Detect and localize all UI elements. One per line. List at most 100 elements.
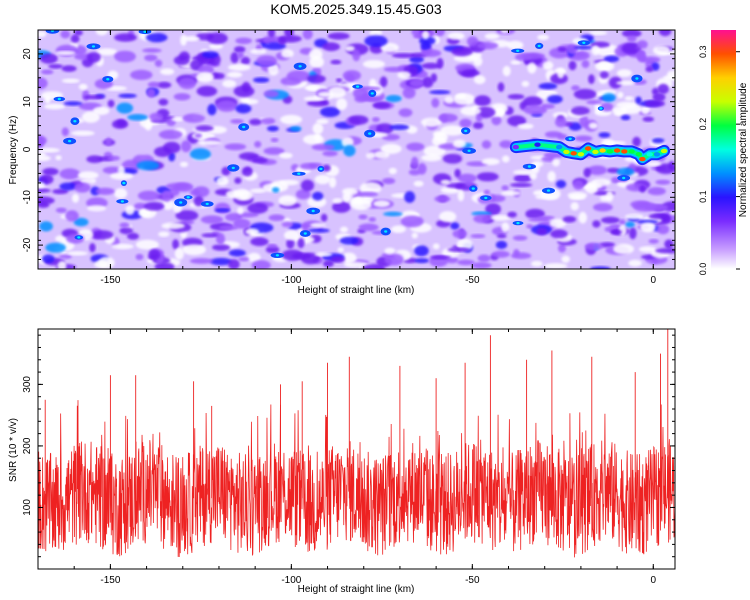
noise-hotspot-core bbox=[384, 230, 388, 233]
noise-hotspot-core bbox=[370, 92, 374, 95]
noise-blob bbox=[312, 122, 324, 135]
noise-blob bbox=[447, 247, 471, 252]
noise-blob bbox=[214, 72, 225, 80]
noise-blob bbox=[500, 30, 509, 34]
noise-blob bbox=[593, 203, 613, 212]
noise-blob bbox=[228, 259, 240, 269]
noise-blob bbox=[238, 190, 254, 201]
noise-blob bbox=[114, 50, 136, 63]
noise-blob bbox=[260, 117, 276, 125]
noise-blob bbox=[471, 262, 492, 269]
noise-blob bbox=[625, 221, 635, 228]
noise-blob bbox=[322, 260, 334, 268]
noise-blob bbox=[60, 30, 71, 39]
noise-blob bbox=[182, 244, 207, 256]
noise-blob bbox=[107, 155, 120, 161]
noise-blob bbox=[206, 32, 228, 45]
noise-blob bbox=[352, 49, 361, 62]
noise-blob bbox=[329, 176, 337, 188]
noise-blob bbox=[344, 45, 355, 52]
noise-blob bbox=[300, 252, 321, 265]
noise-blob bbox=[286, 238, 295, 249]
noise-blob bbox=[116, 102, 134, 114]
noise-blob bbox=[621, 30, 642, 38]
noise-blob bbox=[202, 51, 219, 59]
noise-blob bbox=[61, 65, 77, 72]
noise-blob bbox=[512, 235, 528, 241]
noise-blob bbox=[250, 237, 269, 247]
noise-blob bbox=[235, 103, 252, 114]
noise-blob bbox=[250, 49, 267, 54]
noise-blob bbox=[655, 247, 675, 254]
noise-blob bbox=[144, 54, 158, 62]
signal-point bbox=[653, 152, 661, 157]
noise-blob bbox=[162, 198, 174, 210]
snr-series-line bbox=[38, 400, 675, 558]
noise-blob bbox=[222, 79, 237, 88]
noise-blob bbox=[130, 69, 153, 80]
noise-blob bbox=[438, 113, 458, 123]
noise-blob bbox=[647, 187, 666, 196]
noise-blob bbox=[161, 190, 172, 202]
noise-blob bbox=[284, 230, 300, 241]
y-tick-label: 300 bbox=[22, 376, 33, 393]
noise-blob bbox=[240, 56, 251, 65]
noise-blob bbox=[281, 49, 294, 58]
noise-blob bbox=[354, 95, 367, 103]
noise-blob bbox=[299, 163, 317, 170]
x-tick-label: -150 bbox=[100, 575, 120, 586]
noise-blob bbox=[189, 189, 201, 196]
noise-blob bbox=[635, 96, 642, 105]
noise-blob bbox=[433, 132, 448, 142]
noise-blob bbox=[320, 106, 340, 118]
noise-blob bbox=[641, 105, 650, 115]
noise-blob bbox=[179, 161, 189, 168]
signal-point bbox=[613, 148, 621, 153]
noise-blob bbox=[314, 252, 333, 257]
noise-blob bbox=[311, 144, 335, 151]
noise-blob bbox=[228, 64, 251, 71]
noise-blob bbox=[63, 101, 83, 106]
noise-blob bbox=[147, 81, 160, 88]
noise-blob bbox=[421, 117, 442, 127]
noise-blob bbox=[74, 182, 91, 193]
signal-point bbox=[635, 152, 642, 157]
noise-blob bbox=[254, 141, 262, 148]
noise-blob bbox=[343, 261, 368, 268]
noise-blob bbox=[550, 229, 568, 239]
colorbar-tick-label: 0.1 bbox=[698, 190, 708, 203]
noise-blob bbox=[598, 61, 611, 71]
noise-blob bbox=[624, 96, 634, 101]
noise-blob bbox=[601, 216, 620, 224]
noise-blob bbox=[513, 174, 532, 183]
noise-blob bbox=[535, 194, 558, 200]
noise-blob bbox=[409, 56, 424, 63]
noise-blob bbox=[547, 94, 563, 104]
noise-blob bbox=[552, 158, 560, 167]
noise-blob bbox=[501, 185, 509, 191]
spectrogram-x-axis: -150 -100 -50 0 bbox=[37, 30, 657, 286]
noise-blob bbox=[127, 114, 148, 121]
noise-blob bbox=[70, 34, 80, 43]
noise-blob bbox=[368, 217, 376, 222]
noise-blob bbox=[591, 45, 600, 56]
noise-blob bbox=[667, 70, 675, 79]
noise-blob bbox=[216, 100, 237, 112]
noise-blob bbox=[55, 50, 76, 56]
noise-blob bbox=[609, 223, 622, 230]
noise-blob bbox=[154, 146, 172, 157]
noise-hotspot-core bbox=[231, 166, 235, 170]
noise-blob bbox=[430, 255, 451, 260]
noise-blob bbox=[389, 124, 410, 131]
noise-blob bbox=[87, 205, 107, 212]
noise-blob bbox=[446, 183, 465, 189]
noise-hotspot-core bbox=[471, 187, 475, 190]
noise-blob bbox=[81, 111, 100, 123]
noise-blob bbox=[557, 47, 567, 52]
noise-blob bbox=[249, 118, 262, 126]
noise-blob bbox=[501, 222, 510, 233]
noise-blob bbox=[343, 144, 356, 157]
noise-blob bbox=[249, 188, 267, 193]
noise-blob bbox=[432, 243, 440, 250]
noise-blob bbox=[400, 215, 424, 228]
